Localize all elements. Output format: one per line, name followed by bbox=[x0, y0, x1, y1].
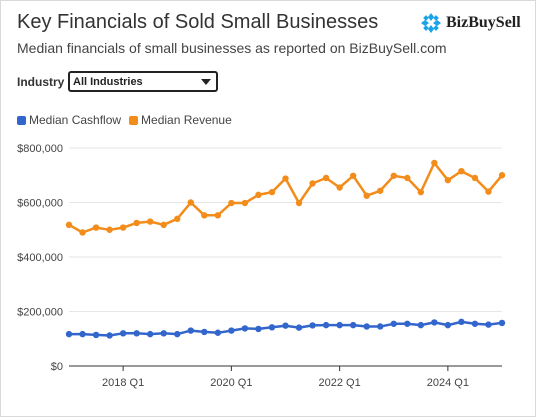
chart-legend: Median Cashflow Median Revenue bbox=[17, 113, 240, 127]
data-point-cashflow bbox=[174, 330, 181, 338]
data-point-cashflow bbox=[214, 329, 222, 336]
legend-swatch-cashflow bbox=[17, 115, 26, 125]
data-point-revenue bbox=[187, 199, 194, 206]
data-point-revenue bbox=[65, 221, 73, 229]
data-point-cashflow bbox=[146, 330, 154, 338]
data-point-revenue bbox=[174, 215, 181, 223]
y-tick-label: $0 bbox=[51, 361, 63, 373]
data-point-revenue bbox=[295, 199, 303, 207]
industry-filter-label: Industry bbox=[17, 75, 65, 89]
data-point-revenue bbox=[458, 167, 465, 175]
data-point-revenue bbox=[255, 191, 262, 199]
data-point-revenue bbox=[282, 175, 289, 182]
data-point-cashflow bbox=[201, 328, 208, 336]
data-point-revenue bbox=[485, 188, 492, 195]
data-point-cashflow bbox=[498, 319, 506, 327]
brand[interactable]: BizBuySell bbox=[420, 12, 521, 34]
y-tick-label: $400,000 bbox=[17, 252, 63, 264]
legend-swatch-revenue bbox=[129, 115, 139, 125]
data-point-cashflow bbox=[485, 321, 492, 328]
data-point-revenue bbox=[322, 174, 330, 182]
data-point-cashflow bbox=[336, 321, 343, 329]
data-point-revenue bbox=[106, 226, 113, 233]
data-point-cashflow bbox=[363, 323, 370, 330]
data-point-cashflow bbox=[322, 321, 330, 329]
data-point-revenue bbox=[498, 172, 506, 179]
y-tick-label: $200,000 bbox=[17, 307, 63, 319]
data-point-cashflow bbox=[255, 325, 262, 333]
data-point-revenue bbox=[214, 212, 222, 219]
data-point-cashflow bbox=[119, 330, 127, 337]
data-point-cashflow bbox=[417, 321, 425, 329]
data-point-revenue bbox=[336, 184, 343, 191]
legend-item-cashflow[interactable]: Median Cashflow bbox=[17, 113, 121, 127]
data-point-revenue bbox=[349, 172, 357, 179]
brand-name: BizBuySell bbox=[446, 14, 521, 31]
y-tick-label: $800,000 bbox=[17, 143, 63, 155]
data-point-cashflow bbox=[471, 320, 479, 327]
bizbuysell-logo-icon bbox=[421, 13, 441, 33]
data-point-cashflow bbox=[228, 327, 235, 334]
data-point-revenue bbox=[309, 180, 316, 187]
data-point-cashflow bbox=[133, 330, 140, 337]
legend-label-cashflow: Median Cashflow bbox=[29, 113, 122, 127]
data-point-cashflow bbox=[349, 321, 357, 329]
data-point-revenue bbox=[228, 199, 235, 207]
y-tick-label: $600,000 bbox=[17, 198, 63, 210]
data-point-revenue bbox=[417, 188, 425, 196]
data-point-revenue bbox=[390, 172, 397, 179]
page-subtitle: Median financials of small businesses as… bbox=[17, 40, 447, 56]
data-point-revenue bbox=[241, 199, 249, 207]
data-point-revenue bbox=[133, 219, 140, 227]
data-point-cashflow bbox=[309, 322, 316, 329]
data-point-revenue bbox=[377, 187, 384, 194]
data-point-revenue bbox=[146, 218, 154, 225]
data-point-cashflow bbox=[92, 331, 100, 339]
data-point-cashflow bbox=[65, 330, 73, 338]
data-point-cashflow bbox=[79, 330, 86, 338]
industry-select-value: All Industries bbox=[73, 76, 143, 88]
data-point-revenue bbox=[404, 174, 411, 182]
caret-down-icon bbox=[201, 79, 211, 85]
data-point-revenue bbox=[160, 221, 167, 229]
legend-label-revenue: Median Revenue bbox=[141, 113, 232, 127]
x-tick-label: 2020 Q1 bbox=[210, 377, 252, 389]
x-tick-label: 2018 Q1 bbox=[102, 377, 144, 389]
data-point-cashflow bbox=[187, 327, 194, 334]
data-point-revenue bbox=[444, 176, 452, 184]
data-point-cashflow bbox=[295, 324, 303, 331]
data-point-revenue bbox=[268, 188, 276, 196]
data-point-revenue bbox=[92, 224, 100, 231]
data-point-cashflow bbox=[404, 320, 411, 327]
data-point-cashflow bbox=[282, 322, 289, 329]
data-point-cashflow bbox=[160, 330, 167, 337]
data-point-cashflow bbox=[106, 332, 113, 339]
data-point-cashflow bbox=[241, 325, 249, 332]
data-point-revenue bbox=[471, 174, 479, 182]
data-point-revenue bbox=[363, 192, 370, 199]
industry-select[interactable]: All Industries bbox=[68, 71, 218, 92]
data-point-cashflow bbox=[377, 323, 384, 330]
data-point-revenue bbox=[201, 212, 208, 219]
x-tick-label: 2024 Q1 bbox=[427, 377, 469, 389]
legend-item-revenue[interactable]: Median Revenue bbox=[129, 113, 232, 127]
data-point-cashflow bbox=[268, 324, 276, 331]
x-tick-label: 2022 Q1 bbox=[319, 377, 361, 389]
data-point-revenue bbox=[431, 159, 438, 167]
data-point-cashflow bbox=[390, 320, 397, 327]
data-point-revenue bbox=[119, 224, 127, 231]
data-point-revenue bbox=[79, 229, 86, 236]
page-title: Key Financials of Sold Small Businesses bbox=[17, 11, 379, 33]
data-point-cashflow bbox=[431, 319, 438, 326]
data-point-cashflow bbox=[458, 318, 465, 326]
data-point-cashflow bbox=[444, 321, 452, 329]
